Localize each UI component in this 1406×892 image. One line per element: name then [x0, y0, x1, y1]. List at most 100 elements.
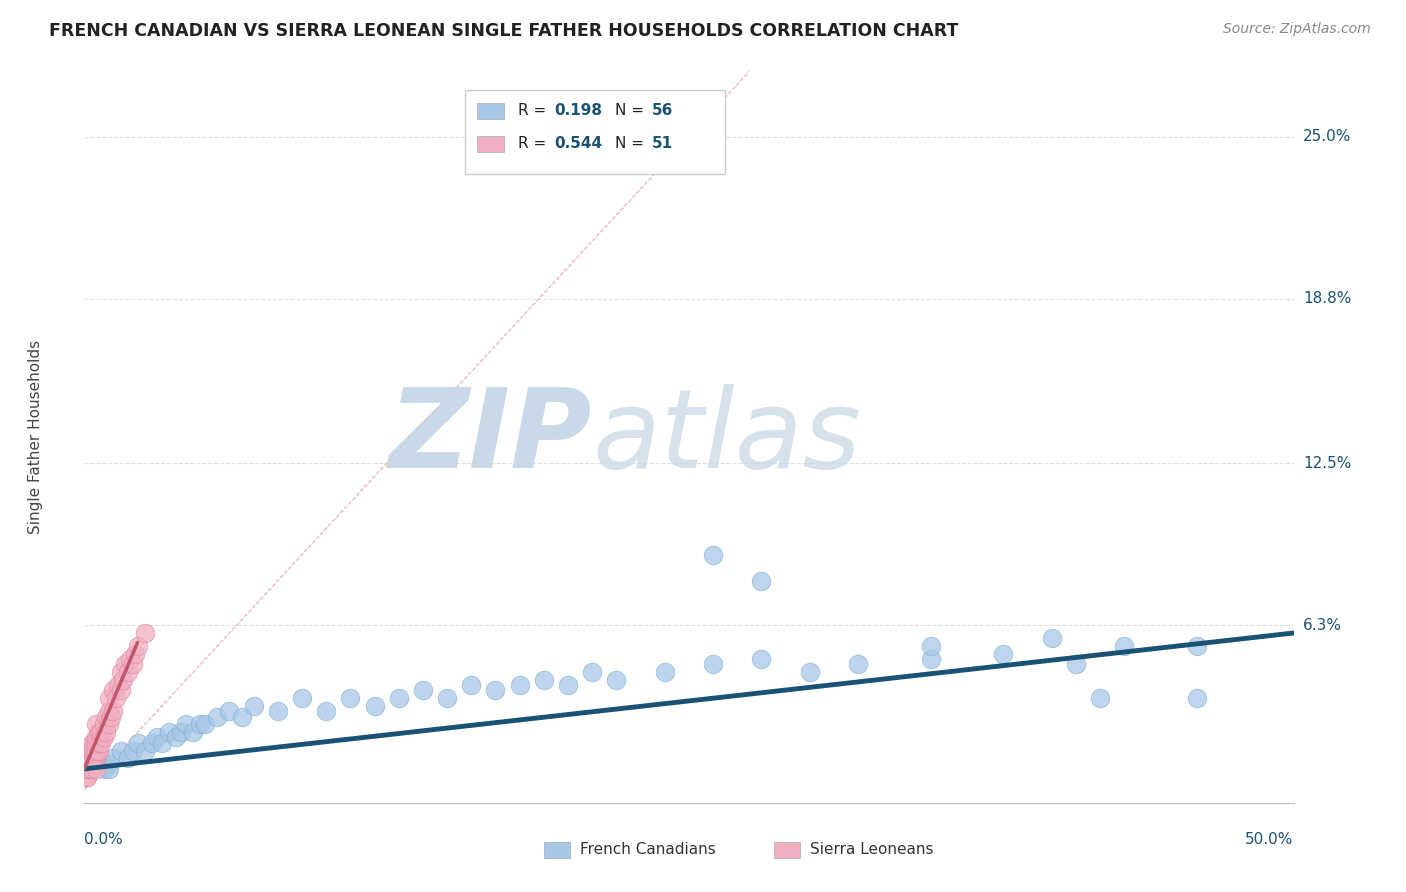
Point [77, 751, 100, 765]
Point [1064, 657, 1087, 672]
Point [76, 770, 98, 784]
Point [86, 756, 108, 771]
Point [363, 699, 385, 714]
Text: 50.0%: 50.0% [1246, 832, 1294, 847]
Text: 56: 56 [651, 103, 673, 119]
Text: Sierra Leoneans: Sierra Leoneans [810, 842, 934, 857]
Text: 0.198: 0.198 [555, 103, 603, 119]
Text: ZIP: ZIP [388, 384, 592, 491]
Point [121, 657, 143, 672]
FancyBboxPatch shape [544, 841, 571, 858]
Point [751, 574, 773, 588]
Point [242, 699, 264, 714]
Point [76, 756, 98, 771]
Point [194, 717, 217, 731]
Point [165, 731, 187, 745]
Point [100, 709, 122, 723]
Point [94, 725, 117, 739]
Text: N =: N = [616, 103, 650, 119]
Point [107, 678, 129, 692]
Point [134, 626, 156, 640]
Point [533, 673, 555, 687]
Point [103, 683, 125, 698]
Text: 12.5%: 12.5% [1303, 456, 1351, 471]
Point [97, 705, 120, 719]
Point [117, 751, 139, 765]
Point [87, 751, 110, 765]
Point [920, 639, 942, 653]
FancyBboxPatch shape [478, 136, 503, 152]
Point [412, 683, 434, 698]
Point [80, 736, 103, 750]
Point [654, 665, 676, 680]
Text: 25.0%: 25.0% [1303, 129, 1351, 145]
FancyBboxPatch shape [478, 103, 503, 119]
Point [388, 691, 411, 706]
Text: 6.3%: 6.3% [1303, 617, 1343, 632]
Point [93, 717, 115, 731]
Point [121, 743, 143, 757]
Point [141, 736, 163, 750]
Text: R =: R = [519, 103, 551, 119]
Point [77, 762, 100, 776]
Point [1040, 632, 1063, 646]
Text: N =: N = [616, 136, 650, 152]
Point [174, 717, 197, 731]
Point [846, 657, 869, 672]
Point [751, 652, 773, 666]
Text: FRENCH CANADIAN VS SIERRA LEONEAN SINGLE FATHER HOUSEHOLDS CORRELATION CHART: FRENCH CANADIAN VS SIERRA LEONEAN SINGLE… [49, 22, 959, 40]
Point [120, 652, 142, 666]
Point [83, 743, 105, 757]
Point [157, 725, 180, 739]
Point [97, 756, 120, 771]
Point [76, 762, 98, 776]
Point [1114, 639, 1136, 653]
Point [110, 743, 132, 757]
Point [605, 673, 627, 687]
Text: atlas: atlas [592, 384, 860, 491]
Point [77, 743, 100, 757]
Point [581, 665, 603, 680]
Point [94, 709, 117, 723]
Point [117, 665, 139, 680]
Point [110, 665, 132, 680]
Point [484, 683, 506, 698]
Point [557, 678, 579, 692]
Point [170, 725, 193, 739]
Point [127, 736, 149, 750]
Point [90, 725, 112, 739]
Point [97, 717, 120, 731]
Point [93, 731, 115, 745]
Point [86, 736, 108, 750]
Point [920, 652, 942, 666]
Text: 18.8%: 18.8% [1303, 291, 1351, 306]
Point [87, 743, 110, 757]
Point [231, 709, 253, 723]
Text: 51: 51 [651, 136, 672, 152]
Point [83, 756, 105, 771]
Point [460, 678, 482, 692]
Point [80, 751, 103, 765]
Point [291, 691, 314, 706]
Text: Source: ZipAtlas.com: Source: ZipAtlas.com [1223, 22, 1371, 37]
Point [97, 762, 120, 776]
FancyBboxPatch shape [465, 90, 725, 174]
Point [93, 762, 115, 776]
Text: 0.544: 0.544 [555, 136, 603, 152]
Point [146, 731, 169, 745]
Point [86, 731, 108, 745]
Point [124, 647, 146, 661]
Point [207, 709, 229, 723]
Point [114, 657, 136, 672]
Point [1185, 691, 1208, 706]
Point [509, 678, 531, 692]
Text: R =: R = [519, 136, 551, 152]
Point [97, 691, 120, 706]
Point [90, 736, 112, 750]
Point [150, 736, 173, 750]
Point [110, 683, 132, 698]
Point [315, 705, 337, 719]
Text: Single Father Households: Single Father Households [28, 340, 44, 534]
Point [104, 691, 127, 706]
Point [87, 736, 110, 750]
